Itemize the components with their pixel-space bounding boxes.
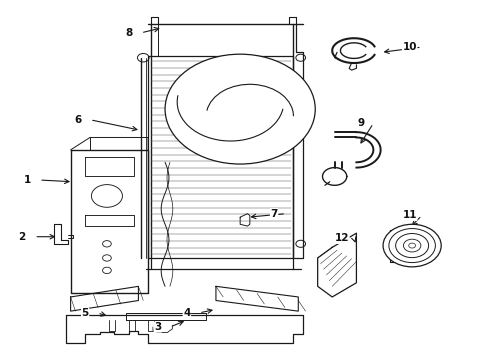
Text: 11: 11 bbox=[402, 211, 417, 220]
Text: 3: 3 bbox=[154, 322, 161, 332]
Text: 8: 8 bbox=[125, 28, 132, 38]
Text: 10: 10 bbox=[402, 42, 417, 52]
Text: 6: 6 bbox=[74, 115, 81, 125]
Text: 7: 7 bbox=[270, 209, 278, 219]
Circle shape bbox=[296, 54, 306, 61]
Text: 4: 4 bbox=[183, 308, 191, 318]
Text: 12: 12 bbox=[335, 234, 349, 243]
Circle shape bbox=[296, 240, 306, 247]
Text: 1: 1 bbox=[24, 175, 30, 185]
Circle shape bbox=[138, 54, 149, 62]
Circle shape bbox=[102, 267, 111, 274]
Circle shape bbox=[389, 229, 436, 262]
Circle shape bbox=[165, 54, 315, 164]
Circle shape bbox=[409, 243, 416, 248]
Circle shape bbox=[395, 234, 429, 258]
Circle shape bbox=[403, 239, 421, 252]
Text: 9: 9 bbox=[358, 118, 365, 128]
Text: 5: 5 bbox=[81, 308, 89, 318]
Circle shape bbox=[102, 240, 111, 247]
Text: 2: 2 bbox=[19, 232, 26, 242]
Circle shape bbox=[102, 255, 111, 261]
Circle shape bbox=[92, 185, 122, 207]
Circle shape bbox=[383, 224, 441, 267]
